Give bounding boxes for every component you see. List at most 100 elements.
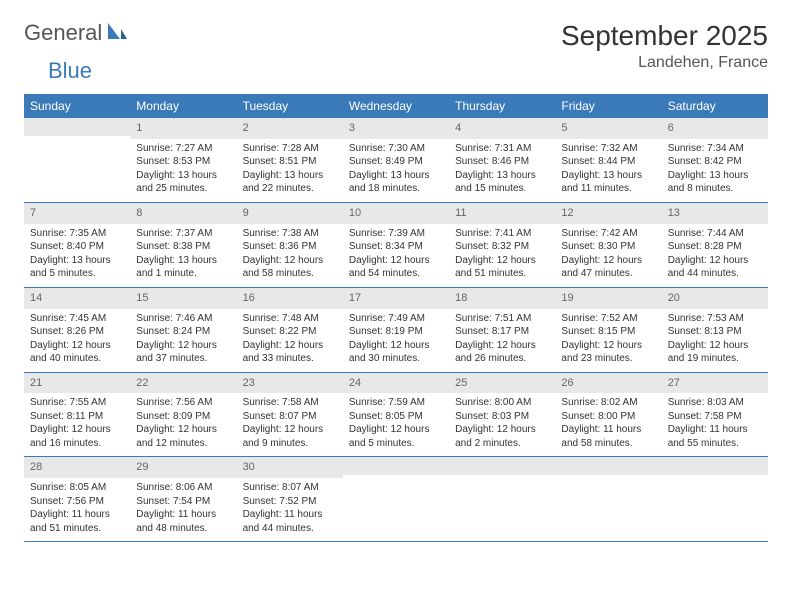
daylight-text: Daylight: 12 hours and 16 minutes.	[30, 423, 124, 450]
day-body: Sunrise: 7:56 AMSunset: 8:09 PMDaylight:…	[130, 393, 236, 456]
sunrise-text: Sunrise: 7:38 AM	[243, 227, 337, 241]
day-body: Sunrise: 7:59 AMSunset: 8:05 PMDaylight:…	[343, 393, 449, 456]
day-body: Sunrise: 7:41 AMSunset: 8:32 PMDaylight:…	[449, 224, 555, 287]
sunset-text: Sunset: 8:38 PM	[136, 240, 230, 254]
daylight-text: Daylight: 13 hours and 25 minutes.	[136, 169, 230, 196]
day-cell: 24Sunrise: 7:59 AMSunset: 8:05 PMDayligh…	[343, 372, 449, 457]
sunrise-text: Sunrise: 8:07 AM	[243, 481, 337, 495]
daylight-text: Daylight: 12 hours and 47 minutes.	[561, 254, 655, 281]
sunset-text: Sunset: 8:44 PM	[561, 155, 655, 169]
daylight-text: Daylight: 13 hours and 8 minutes.	[668, 169, 762, 196]
week-row: 1Sunrise: 7:27 AMSunset: 8:53 PMDaylight…	[24, 118, 768, 202]
day-body	[662, 475, 768, 533]
day-cell: 26Sunrise: 8:02 AMSunset: 8:00 PMDayligh…	[555, 372, 661, 457]
day-cell: 8Sunrise: 7:37 AMSunset: 8:38 PMDaylight…	[130, 202, 236, 287]
weekday-header: Tuesday	[237, 94, 343, 118]
day-body: Sunrise: 7:38 AMSunset: 8:36 PMDaylight:…	[237, 224, 343, 287]
sunset-text: Sunset: 8:24 PM	[136, 325, 230, 339]
daylight-text: Daylight: 12 hours and 37 minutes.	[136, 339, 230, 366]
day-body: Sunrise: 7:45 AMSunset: 8:26 PMDaylight:…	[24, 309, 130, 372]
week-row: 28Sunrise: 8:05 AMSunset: 7:56 PMDayligh…	[24, 457, 768, 542]
sunrise-text: Sunrise: 7:53 AM	[668, 312, 762, 326]
day-body	[555, 475, 661, 533]
day-cell: 11Sunrise: 7:41 AMSunset: 8:32 PMDayligh…	[449, 202, 555, 287]
sunrise-text: Sunrise: 8:06 AM	[136, 481, 230, 495]
day-body: Sunrise: 7:42 AMSunset: 8:30 PMDaylight:…	[555, 224, 661, 287]
day-body: Sunrise: 7:27 AMSunset: 8:53 PMDaylight:…	[130, 139, 236, 202]
sunrise-text: Sunrise: 7:56 AM	[136, 396, 230, 410]
day-body	[449, 475, 555, 533]
sunset-text: Sunset: 8:40 PM	[30, 240, 124, 254]
sunset-text: Sunset: 8:07 PM	[243, 410, 337, 424]
daylight-text: Daylight: 12 hours and 33 minutes.	[243, 339, 337, 366]
daylight-text: Daylight: 12 hours and 30 minutes.	[349, 339, 443, 366]
daylight-text: Daylight: 13 hours and 1 minute.	[136, 254, 230, 281]
sunset-text: Sunset: 8:46 PM	[455, 155, 549, 169]
day-number: 10	[343, 203, 449, 224]
daylight-text: Daylight: 11 hours and 48 minutes.	[136, 508, 230, 535]
day-number: 29	[130, 457, 236, 478]
sunset-text: Sunset: 8:11 PM	[30, 410, 124, 424]
sunrise-text: Sunrise: 7:41 AM	[455, 227, 549, 241]
logo-text-general: General	[24, 20, 102, 46]
day-cell: 9Sunrise: 7:38 AMSunset: 8:36 PMDaylight…	[237, 202, 343, 287]
weekday-header: Saturday	[662, 94, 768, 118]
day-number: 9	[237, 203, 343, 224]
day-body: Sunrise: 7:55 AMSunset: 8:11 PMDaylight:…	[24, 393, 130, 456]
day-body: Sunrise: 7:32 AMSunset: 8:44 PMDaylight:…	[555, 139, 661, 202]
day-body: Sunrise: 8:02 AMSunset: 8:00 PMDaylight:…	[555, 393, 661, 456]
day-number: 3	[343, 118, 449, 139]
day-number: 8	[130, 203, 236, 224]
day-body: Sunrise: 7:39 AMSunset: 8:34 PMDaylight:…	[343, 224, 449, 287]
daylight-text: Daylight: 12 hours and 26 minutes.	[455, 339, 549, 366]
day-body: Sunrise: 8:05 AMSunset: 7:56 PMDaylight:…	[24, 478, 130, 541]
sunset-text: Sunset: 8:34 PM	[349, 240, 443, 254]
sunrise-text: Sunrise: 7:52 AM	[561, 312, 655, 326]
day-number: 5	[555, 118, 661, 139]
day-body: Sunrise: 7:31 AMSunset: 8:46 PMDaylight:…	[449, 139, 555, 202]
day-body: Sunrise: 7:49 AMSunset: 8:19 PMDaylight:…	[343, 309, 449, 372]
daylight-text: Daylight: 12 hours and 5 minutes.	[349, 423, 443, 450]
day-number: 21	[24, 373, 130, 394]
sunset-text: Sunset: 8:09 PM	[136, 410, 230, 424]
sunset-text: Sunset: 8:51 PM	[243, 155, 337, 169]
sunset-text: Sunset: 8:32 PM	[455, 240, 549, 254]
day-cell	[555, 457, 661, 542]
sunrise-text: Sunrise: 8:05 AM	[30, 481, 124, 495]
sunrise-text: Sunrise: 7:58 AM	[243, 396, 337, 410]
sunrise-text: Sunrise: 7:45 AM	[30, 312, 124, 326]
day-cell: 30Sunrise: 8:07 AMSunset: 7:52 PMDayligh…	[237, 457, 343, 542]
day-number	[662, 457, 768, 475]
day-cell: 1Sunrise: 7:27 AMSunset: 8:53 PMDaylight…	[130, 118, 236, 202]
day-number	[343, 457, 449, 475]
sunset-text: Sunset: 8:19 PM	[349, 325, 443, 339]
week-row: 14Sunrise: 7:45 AMSunset: 8:26 PMDayligh…	[24, 287, 768, 372]
daylight-text: Daylight: 11 hours and 58 minutes.	[561, 423, 655, 450]
day-number: 20	[662, 288, 768, 309]
week-row: 21Sunrise: 7:55 AMSunset: 8:11 PMDayligh…	[24, 372, 768, 457]
sunset-text: Sunset: 8:42 PM	[668, 155, 762, 169]
daylight-text: Daylight: 12 hours and 12 minutes.	[136, 423, 230, 450]
daylight-text: Daylight: 11 hours and 55 minutes.	[668, 423, 762, 450]
calendar-table: Sunday Monday Tuesday Wednesday Thursday…	[24, 94, 768, 542]
daylight-text: Daylight: 12 hours and 19 minutes.	[668, 339, 762, 366]
day-body: Sunrise: 8:06 AMSunset: 7:54 PMDaylight:…	[130, 478, 236, 541]
sunset-text: Sunset: 8:36 PM	[243, 240, 337, 254]
daylight-text: Daylight: 12 hours and 58 minutes.	[243, 254, 337, 281]
sunset-text: Sunset: 8:03 PM	[455, 410, 549, 424]
day-body: Sunrise: 8:07 AMSunset: 7:52 PMDaylight:…	[237, 478, 343, 541]
day-number: 18	[449, 288, 555, 309]
sunset-text: Sunset: 8:30 PM	[561, 240, 655, 254]
sunset-text: Sunset: 8:13 PM	[668, 325, 762, 339]
sunrise-text: Sunrise: 7:44 AM	[668, 227, 762, 241]
day-cell: 28Sunrise: 8:05 AMSunset: 7:56 PMDayligh…	[24, 457, 130, 542]
day-number: 30	[237, 457, 343, 478]
day-cell: 18Sunrise: 7:51 AMSunset: 8:17 PMDayligh…	[449, 287, 555, 372]
day-number: 12	[555, 203, 661, 224]
daylight-text: Daylight: 12 hours and 44 minutes.	[668, 254, 762, 281]
sunrise-text: Sunrise: 7:30 AM	[349, 142, 443, 156]
day-cell: 21Sunrise: 7:55 AMSunset: 8:11 PMDayligh…	[24, 372, 130, 457]
sunrise-text: Sunrise: 8:02 AM	[561, 396, 655, 410]
day-cell: 5Sunrise: 7:32 AMSunset: 8:44 PMDaylight…	[555, 118, 661, 202]
sunrise-text: Sunrise: 7:48 AM	[243, 312, 337, 326]
